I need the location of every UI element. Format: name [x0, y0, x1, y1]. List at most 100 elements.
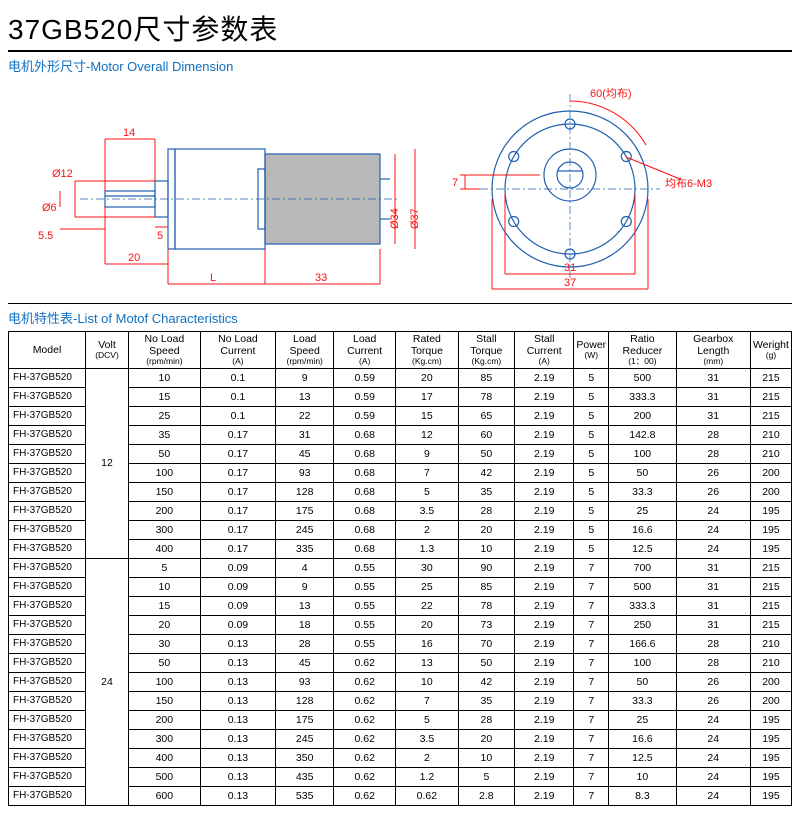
dim-60-even: 60(均布) — [590, 87, 632, 100]
cell: 20 — [458, 729, 514, 748]
cell: 7 — [574, 786, 609, 805]
cell: 2.19 — [515, 482, 574, 501]
cell: 5 — [574, 463, 609, 482]
cell: 7 — [396, 463, 459, 482]
cell-model: FH-37GB520 — [9, 425, 86, 444]
page-title: 37GB520尺寸参数表 — [8, 8, 792, 52]
cell: 0.59 — [334, 368, 396, 387]
cell: 3.5 — [396, 729, 459, 748]
cell-model: FH-37GB520 — [9, 710, 86, 729]
cell: 25 — [396, 577, 459, 596]
characteristics-section-label: 电机特性表-List of Motof Characteristics — [8, 308, 792, 327]
cell: 26 — [676, 482, 750, 501]
cell: 10 — [129, 368, 201, 387]
cell: 195 — [750, 520, 791, 539]
cell: 195 — [750, 729, 791, 748]
cell: 2.19 — [515, 577, 574, 596]
cell: 24 — [676, 710, 750, 729]
cell: 10 — [458, 539, 514, 558]
cell-model: FH-37GB520 — [9, 786, 86, 805]
cell: 0.68 — [334, 482, 396, 501]
cell: 31 — [676, 596, 750, 615]
cell: 210 — [750, 634, 791, 653]
col-header: No Load Speed(rpm/min) — [129, 332, 201, 369]
cell: 166.6 — [609, 634, 676, 653]
cell-model: FH-37GB520 — [9, 748, 86, 767]
dim-20: 20 — [128, 252, 140, 264]
cell-model: FH-37GB520 — [9, 672, 86, 691]
cell: 300 — [129, 520, 201, 539]
cell: 0.13 — [200, 710, 275, 729]
cell: 5 — [396, 710, 459, 729]
cell: 0.13 — [200, 786, 275, 805]
cell: 7 — [574, 710, 609, 729]
cell: 13 — [276, 387, 334, 406]
cell: 600 — [129, 786, 201, 805]
cell: 245 — [276, 520, 334, 539]
cell: 1.2 — [396, 767, 459, 786]
cell: 2.19 — [515, 729, 574, 748]
cell: 0.09 — [200, 615, 275, 634]
cell: 50 — [609, 463, 676, 482]
col-header: Load Current(A) — [334, 332, 396, 369]
cell: 2.19 — [515, 539, 574, 558]
cell: 5 — [574, 520, 609, 539]
cell: 31 — [676, 368, 750, 387]
cell: 10 — [396, 672, 459, 691]
cell: 9 — [276, 368, 334, 387]
cell: 500 — [129, 767, 201, 786]
cell: 195 — [750, 539, 791, 558]
cell: 215 — [750, 368, 791, 387]
cell: 0.62 — [334, 767, 396, 786]
cell: 128 — [276, 482, 334, 501]
cell: 17 — [396, 387, 459, 406]
cell: 4 — [276, 558, 334, 577]
cell: 2.19 — [515, 786, 574, 805]
cell: 0.13 — [200, 653, 275, 672]
cell: 2.19 — [515, 368, 574, 387]
cell: 26 — [676, 691, 750, 710]
col-header: Stall Current(A) — [515, 332, 574, 369]
dim-d6: Ø6 — [42, 202, 57, 214]
cell-volt: 12 — [86, 368, 129, 558]
cell: 333.3 — [609, 596, 676, 615]
cell: 2.8 — [458, 786, 514, 805]
cell: 73 — [458, 615, 514, 634]
cell-model: FH-37GB520 — [9, 539, 86, 558]
dim-5: 5 — [157, 230, 163, 242]
cell: 0.62 — [396, 786, 459, 805]
cell-volt: 24 — [86, 558, 129, 805]
col-header: Stall Torque(Kg.cm) — [458, 332, 514, 369]
cell-model: FH-37GB520 — [9, 444, 86, 463]
cell: 7 — [574, 596, 609, 615]
cell-model: FH-37GB520 — [9, 463, 86, 482]
cell-model: FH-37GB520 — [9, 368, 86, 387]
dim-7: 7 — [452, 177, 458, 189]
cell: 0.17 — [200, 444, 275, 463]
cell: 535 — [276, 786, 334, 805]
cell: 500 — [609, 577, 676, 596]
col-header: Power(W) — [574, 332, 609, 369]
cell-model: FH-37GB520 — [9, 406, 86, 425]
cell: 245 — [276, 729, 334, 748]
cell: 128 — [276, 691, 334, 710]
cell: 0.62 — [334, 691, 396, 710]
cell: 1.3 — [396, 539, 459, 558]
cell: 7 — [574, 672, 609, 691]
cell: 7 — [574, 748, 609, 767]
cell: 200 — [750, 463, 791, 482]
cell: 50 — [458, 444, 514, 463]
cell: 0.13 — [200, 729, 275, 748]
cell: 3.5 — [396, 501, 459, 520]
cell: 215 — [750, 387, 791, 406]
cell-model: FH-37GB520 — [9, 691, 86, 710]
dim-L: L — [210, 272, 216, 284]
cell: 5 — [574, 406, 609, 425]
cell: 85 — [458, 368, 514, 387]
cell: 16 — [396, 634, 459, 653]
cell: 20 — [129, 615, 201, 634]
cell: 0.17 — [200, 539, 275, 558]
cell: 2.19 — [515, 520, 574, 539]
cell-model: FH-37GB520 — [9, 767, 86, 786]
cell: 0.62 — [334, 729, 396, 748]
